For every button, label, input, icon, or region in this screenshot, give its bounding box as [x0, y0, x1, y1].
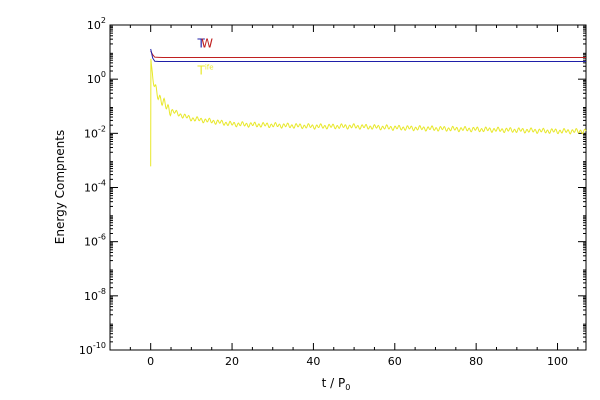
- series-line-0: [150, 50, 586, 59]
- annotations: TW Tife: [196, 36, 213, 77]
- series-line-1: [150, 48, 586, 62]
- y-tick-label: 10-8: [84, 287, 106, 303]
- x-tick-label: 80: [469, 355, 483, 368]
- x-axis-label-subscript: 0: [345, 383, 350, 392]
- x-axis-ticks: 0 20 40 60 80 100: [109, 25, 579, 368]
- y-tick-label: 10-4: [84, 179, 106, 195]
- y-tick-label: 10-2: [84, 124, 106, 140]
- x-axis-label: t / P0: [322, 376, 351, 392]
- plot-frame: [109, 24, 587, 351]
- x-tick-label: 0: [147, 355, 154, 368]
- y-tick-label: 10-10: [79, 341, 106, 357]
- y-tick-label: 100: [87, 70, 106, 86]
- y-tick-label: 102: [87, 16, 106, 32]
- x-tick-label: 60: [388, 355, 402, 368]
- x-axis-label-text: t / P: [322, 376, 346, 390]
- x-tick-label: 40: [306, 355, 320, 368]
- data-series: [150, 48, 587, 167]
- annotation-label: T: [196, 36, 205, 50]
- y-axis-label: Energy Compnents: [53, 130, 67, 244]
- x-tick-label: 20: [225, 355, 239, 368]
- series-line-2: [150, 58, 587, 167]
- annotation-label: W: [201, 36, 213, 50]
- y-tick-label: 10-6: [84, 233, 106, 249]
- annotation-label: Tife: [196, 63, 213, 77]
- y-axis-ticks: 102 100 10-2 10-4 10-6 10-8 10-10: [79, 16, 586, 357]
- x-tick-label: 100: [547, 355, 568, 368]
